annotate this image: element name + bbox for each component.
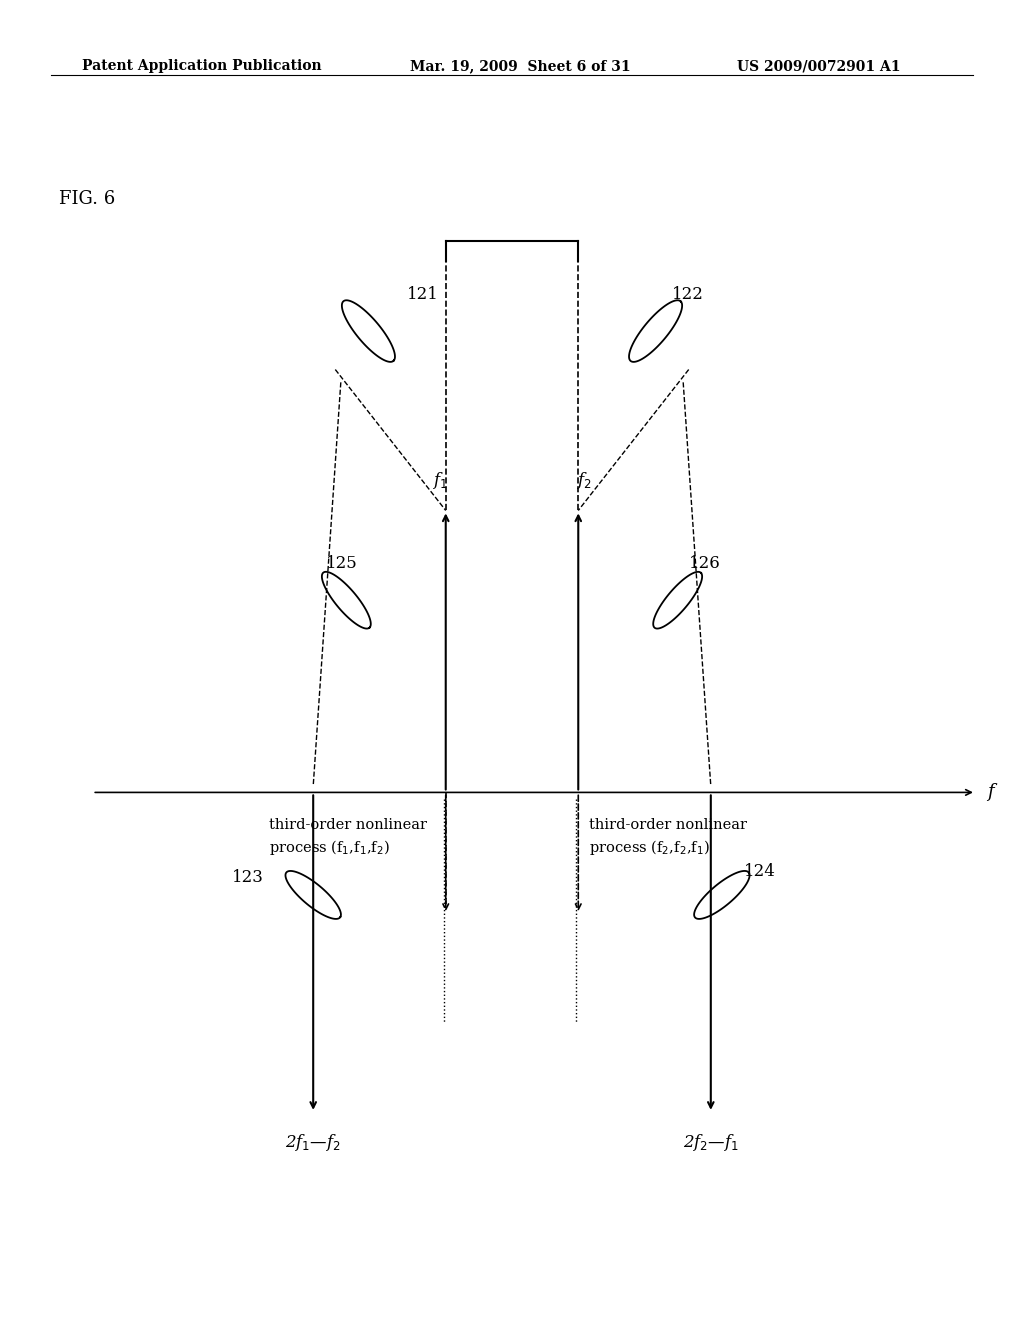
Text: Patent Application Publication: Patent Application Publication <box>82 59 322 74</box>
Text: 121: 121 <box>408 286 439 304</box>
Text: Mar. 19, 2009  Sheet 6 of 31: Mar. 19, 2009 Sheet 6 of 31 <box>410 59 630 74</box>
Text: third-order nonlinear
process (f$_2$,f$_2$,f$_1$): third-order nonlinear process (f$_2$,f$_… <box>589 818 748 857</box>
Text: US 2009/0072901 A1: US 2009/0072901 A1 <box>737 59 901 74</box>
Text: f: f <box>987 783 993 801</box>
Text: third-order nonlinear
process (f$_1$,f$_1$,f$_2$): third-order nonlinear process (f$_1$,f$_… <box>269 818 427 857</box>
Text: f$_2$: f$_2$ <box>575 470 592 491</box>
Text: 126: 126 <box>689 556 721 572</box>
Text: 125: 125 <box>326 556 357 572</box>
Text: 123: 123 <box>231 869 263 886</box>
Text: 122: 122 <box>672 286 705 304</box>
Text: 2f$_2$—f$_1$: 2f$_2$—f$_1$ <box>683 1133 739 1152</box>
Text: 2f$_1$—f$_2$: 2f$_1$—f$_2$ <box>285 1133 341 1152</box>
Text: f$_1$: f$_1$ <box>432 470 449 491</box>
Text: 124: 124 <box>743 863 776 879</box>
Text: FIG. 6: FIG. 6 <box>59 190 116 209</box>
